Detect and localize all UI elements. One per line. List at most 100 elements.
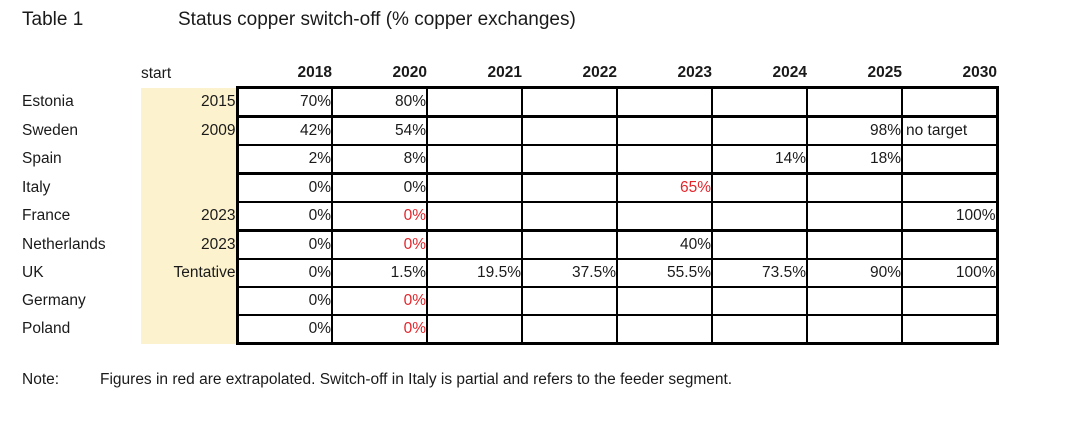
data-cell: 100%	[902, 202, 999, 232]
data-cell	[617, 287, 713, 316]
column-header-start: start	[141, 64, 172, 82]
data-cell	[712, 230, 808, 260]
start-value-cell: 2023	[141, 230, 237, 259]
country-label: Germany	[22, 292, 86, 309]
column-header-year: 2022	[582, 64, 617, 81]
data-cell: 0%	[332, 287, 428, 316]
data-cell: 2%	[235, 145, 333, 175]
data-cell: 37.5%	[522, 259, 618, 288]
data-cell	[807, 287, 903, 316]
data-cell	[427, 202, 523, 232]
data-cell: 100%	[902, 259, 999, 288]
data-cell	[617, 145, 713, 175]
data-cell: 54%	[332, 116, 428, 146]
data-cell	[902, 287, 999, 316]
data-cell: 0%	[332, 202, 428, 232]
data-cell	[617, 116, 713, 146]
data-cell	[427, 173, 523, 203]
data-cell: 14%	[712, 145, 808, 175]
column-header-year: 2018	[297, 64, 332, 81]
data-cell: 42%	[235, 116, 333, 146]
data-cell	[427, 145, 523, 175]
table-title: Status copper switch-off (% copper excha…	[178, 9, 576, 30]
data-cell: 0%	[332, 315, 428, 345]
data-cell	[522, 116, 618, 146]
data-cell	[712, 202, 808, 232]
data-cell	[712, 287, 808, 316]
data-cell: 73.5%	[712, 259, 808, 288]
header-row: start 2018 2020 2021 2022 2023 2024 2025 2030	[22, 60, 997, 88]
data-cell	[807, 202, 903, 232]
start-value-cell	[141, 173, 237, 202]
column-header-year: 2024	[772, 64, 807, 81]
data-cell	[522, 315, 618, 345]
country-label: France	[22, 207, 71, 225]
data-cell	[522, 230, 618, 260]
country-label: Poland	[22, 320, 71, 338]
note-label: Note:	[22, 371, 60, 388]
data-cell: 0%	[235, 259, 333, 288]
data-cell: 0%	[332, 230, 428, 260]
table-row-estonia: Estonia 2015 70% 80%	[22, 86, 999, 118]
data-cell	[712, 86, 808, 118]
data-cell	[807, 173, 903, 203]
table-row-poland: Poland 0% 0%	[22, 315, 999, 345]
data-cell: 0%	[332, 173, 428, 203]
country-label: Netherlands	[22, 235, 106, 253]
data-cell	[902, 145, 999, 175]
data-cell	[617, 86, 713, 118]
data-cell	[807, 315, 903, 345]
data-cell: 98%	[807, 116, 903, 146]
start-value-cell: 2023	[141, 202, 237, 231]
column-header-year: 2021	[487, 64, 522, 81]
header-spacer	[22, 60, 141, 88]
data-cell	[522, 173, 618, 203]
data-cell: 70%	[235, 86, 333, 118]
data-cell	[522, 287, 618, 316]
country-label: Italy	[22, 178, 51, 196]
country-label: UK	[22, 264, 44, 281]
data-cell: 19.5%	[427, 259, 523, 288]
data-cell: 1.5%	[332, 259, 428, 288]
column-header-year: 2020	[392, 64, 427, 81]
column-header-year: 2025	[867, 64, 902, 81]
note-text: Figures in red are extrapolated. Switch-…	[100, 371, 733, 388]
start-value-cell	[141, 315, 237, 344]
table-row-germany: Germany 0% 0%	[22, 287, 999, 316]
data-cell: 40%	[617, 230, 713, 260]
data-cell	[427, 230, 523, 260]
start-value-cell: 2009	[141, 116, 237, 145]
start-value-cell: 2015	[141, 87, 237, 117]
start-value-cell	[141, 287, 237, 315]
data-cell: 90%	[807, 259, 903, 288]
column-header-year: 2030	[962, 64, 997, 81]
data-cell: 0%	[235, 287, 333, 316]
data-cell: 0%	[235, 173, 333, 203]
data-cell	[902, 315, 999, 345]
data-cell	[427, 315, 523, 345]
column-header-year: 2023	[677, 64, 712, 81]
table-row-netherlands: Netherlands 2023 0% 0% 40%	[22, 230, 999, 260]
table-row-italy: Italy 0% 0% 65%	[22, 173, 999, 203]
data-cell	[427, 287, 523, 316]
country-label: Estonia	[22, 93, 74, 110]
data-cell	[902, 230, 999, 260]
data-cell: 8%	[332, 145, 428, 175]
data-cell: no target	[902, 116, 999, 146]
start-value-cell	[141, 145, 237, 174]
start-value-cell: Tentative	[141, 259, 237, 287]
data-cell: 80%	[332, 86, 428, 118]
data-cell	[712, 173, 808, 203]
table-row-sweden: Sweden 2009 42% 54% 98% no target	[22, 116, 999, 146]
data-cell: 55.5%	[617, 259, 713, 288]
data-cell	[617, 202, 713, 232]
data-cell	[617, 315, 713, 345]
table-row-france: France 2023 0% 0% 100%	[22, 202, 999, 232]
table-number-label: Table 1	[22, 9, 84, 30]
data-cell: 18%	[807, 145, 903, 175]
data-cell	[807, 86, 903, 118]
data-cell: 65%	[617, 173, 713, 203]
data-cell	[522, 202, 618, 232]
data-cell	[902, 173, 999, 203]
